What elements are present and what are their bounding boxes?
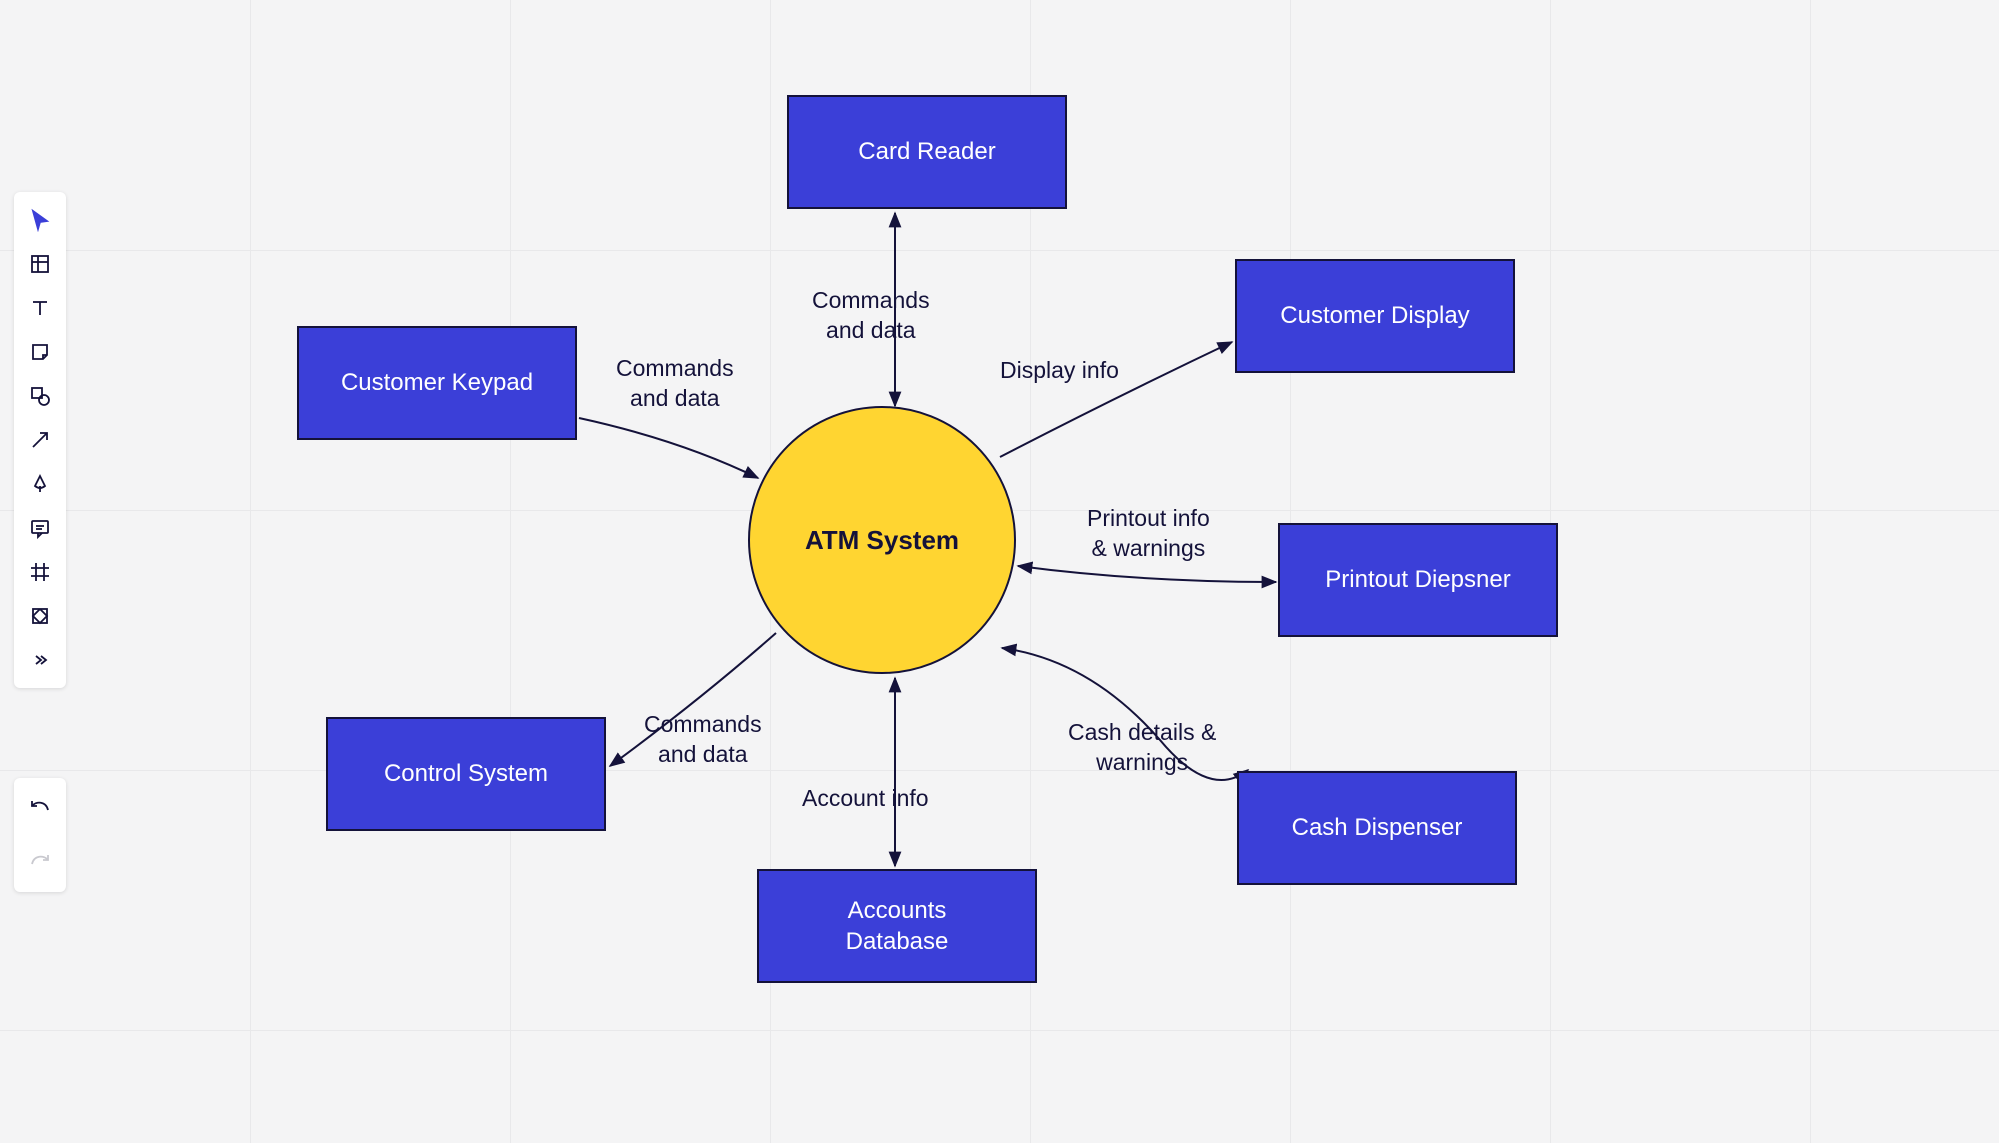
edge-label-account: Account info	[802, 784, 929, 814]
node-label: Card Reader	[858, 136, 995, 167]
node-label: Accounts Database	[846, 895, 949, 957]
diagram-canvas[interactable]: ATM System Card Reader Customer Keypad C…	[0, 0, 1999, 1143]
node-label: Customer Keypad	[341, 367, 533, 398]
edge-label-card: Commands and data	[812, 286, 930, 346]
edge-printout	[1018, 566, 1276, 582]
node-label: Control System	[384, 758, 548, 789]
node-card-reader[interactable]: Card Reader	[787, 95, 1067, 209]
node-customer-keypad[interactable]: Customer Keypad	[297, 326, 577, 440]
node-control-system[interactable]: Control System	[326, 717, 606, 831]
node-printout-dispenser[interactable]: Printout Diepsner	[1278, 523, 1558, 637]
node-atm-system[interactable]: ATM System	[748, 406, 1016, 674]
node-accounts-database[interactable]: Accounts Database	[757, 869, 1037, 983]
edge-keypad	[579, 418, 758, 478]
edge-label-cash: Cash details & warnings	[1068, 718, 1216, 778]
node-cash-dispenser[interactable]: Cash Dispenser	[1237, 771, 1517, 885]
edge-label-display: Display info	[1000, 356, 1119, 386]
node-label: Printout Diepsner	[1325, 564, 1510, 595]
edge-label-control: Commands and data	[644, 710, 762, 770]
edge-label-keypad: Commands and data	[616, 354, 734, 414]
node-customer-display[interactable]: Customer Display	[1235, 259, 1515, 373]
node-label: Customer Display	[1280, 300, 1469, 331]
node-label: ATM System	[805, 525, 959, 556]
edge-label-print: Printout info & warnings	[1087, 504, 1210, 564]
node-label: Cash Dispenser	[1292, 812, 1463, 843]
